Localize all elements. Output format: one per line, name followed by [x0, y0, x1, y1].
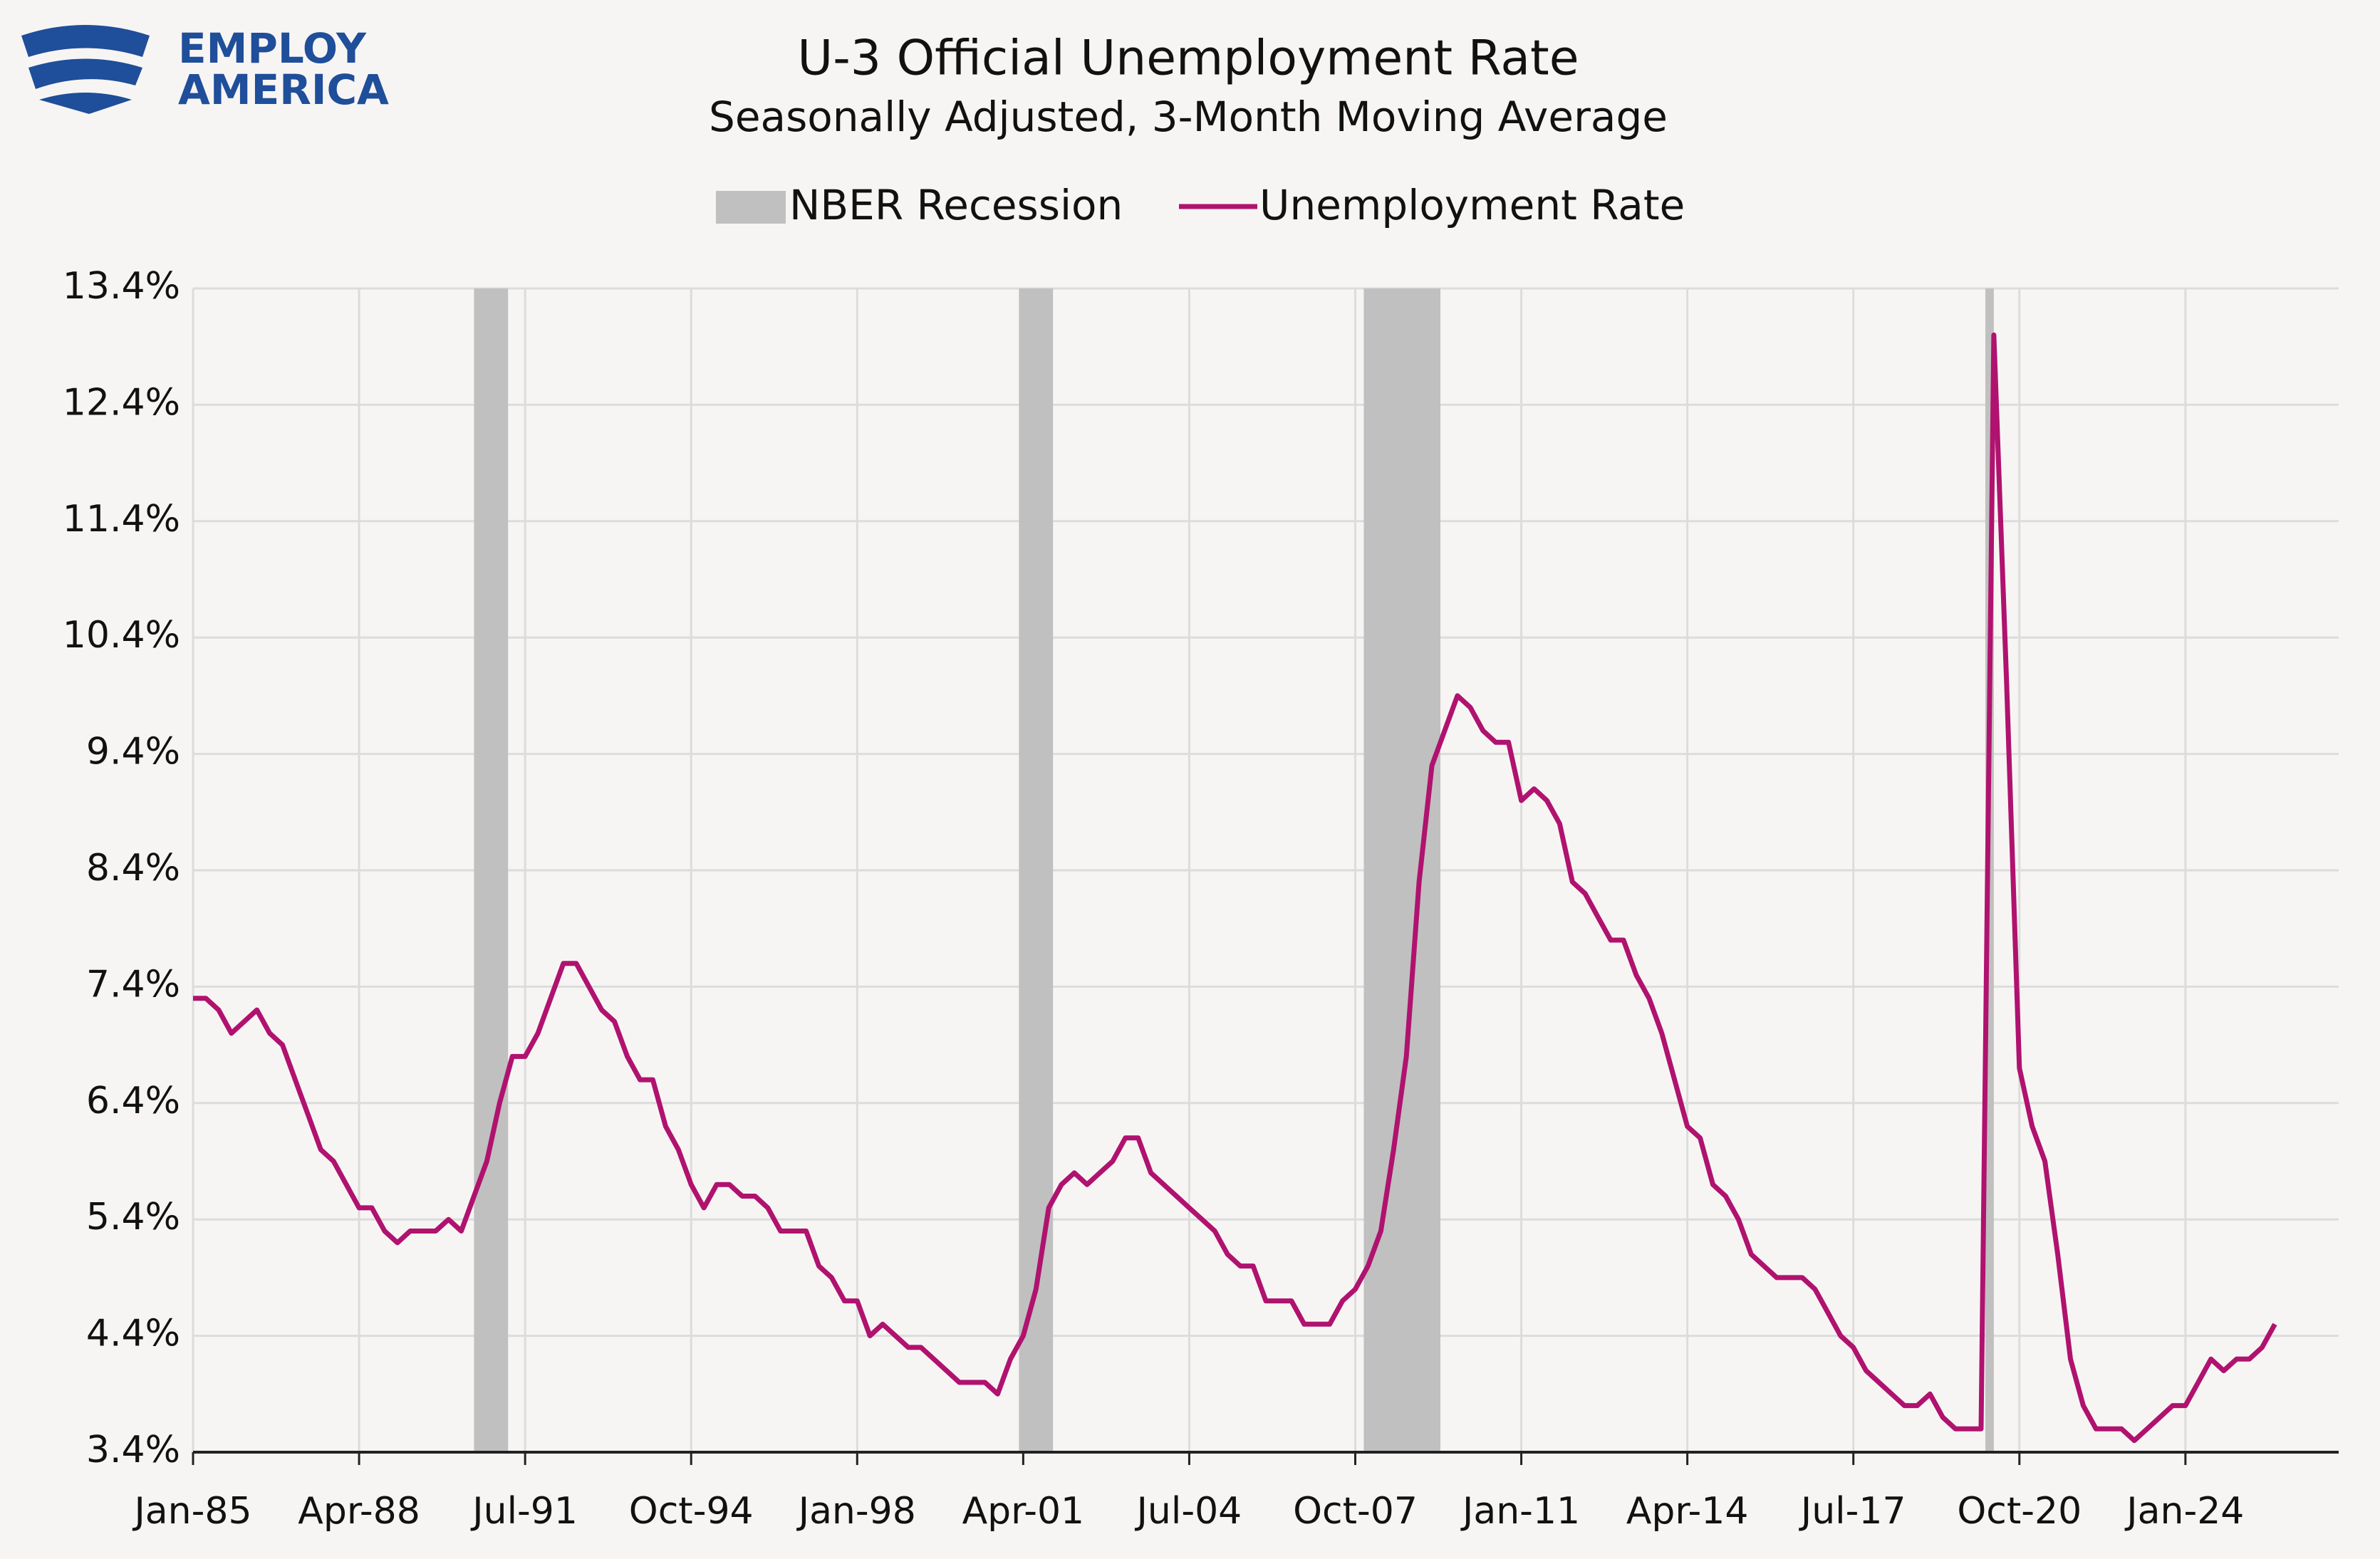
y-tick-label: 12.4% — [63, 381, 180, 424]
x-tick-label: Apr-14 — [1626, 1490, 1749, 1533]
logo-text: AMERICA — [178, 66, 389, 114]
x-tick-label: Apr-88 — [298, 1490, 420, 1533]
recession-band — [1363, 288, 1441, 1452]
y-tick-label: 5.4% — [86, 1196, 180, 1239]
x-tick-label: Jan-85 — [132, 1490, 251, 1533]
y-tick-label: 10.4% — [63, 614, 180, 657]
y-tick-label: 8.4% — [86, 847, 180, 890]
y-tick-label: 9.4% — [86, 731, 180, 773]
x-tick-label: Jan-98 — [796, 1490, 916, 1533]
recession-band — [474, 288, 509, 1452]
logo: EMPLOY AMERICA — [21, 24, 389, 114]
plot-area: 3.4% 4.4% 5.4% 6.4% 7.4% 8.4% 9.4% 10.4% 11.4% 12… — [63, 265, 2339, 1533]
legend: NBER Recession Unemployment Rate — [716, 181, 1685, 229]
y-tick-label: 4.4% — [86, 1313, 180, 1355]
x-tick-label: Jul-17 — [1799, 1490, 1906, 1533]
x-tick-label: Oct-94 — [629, 1490, 754, 1533]
x-tick-label: Apr-01 — [962, 1490, 1085, 1533]
data-line — [193, 332, 2277, 1444]
legend-label: NBER Recession — [789, 181, 1123, 229]
chart-title: U-3 Official Unemployment Rate — [797, 31, 1579, 87]
y-tick-label: 11.4% — [63, 498, 180, 541]
x-tick-label: Oct-20 — [1957, 1490, 2082, 1533]
x-tick-label: Oct-07 — [1293, 1490, 1418, 1533]
y-tick-label: 6.4% — [86, 1080, 180, 1122]
logo-mark — [21, 25, 150, 114]
x-tick-label: Jan-24 — [2124, 1490, 2244, 1533]
y-tick-label: 13.4% — [63, 265, 180, 308]
recession-band — [1019, 288, 1054, 1452]
x-tick-label: Jan-11 — [1460, 1490, 1580, 1533]
x-tick-label: Jul-04 — [1135, 1490, 1242, 1533]
x-tick-label: Jul-91 — [470, 1490, 578, 1533]
legend-label: Unemployment Rate — [1259, 181, 1685, 229]
y-tick-label: 3.4% — [86, 1429, 180, 1471]
logo-text: EMPLOY — [178, 24, 367, 73]
y-tick-label: 7.4% — [86, 963, 180, 1006]
legend-swatch — [716, 191, 786, 224]
chart-subtitle: Seasonally Adjusted, 3-Month Moving Aver… — [709, 93, 1668, 141]
